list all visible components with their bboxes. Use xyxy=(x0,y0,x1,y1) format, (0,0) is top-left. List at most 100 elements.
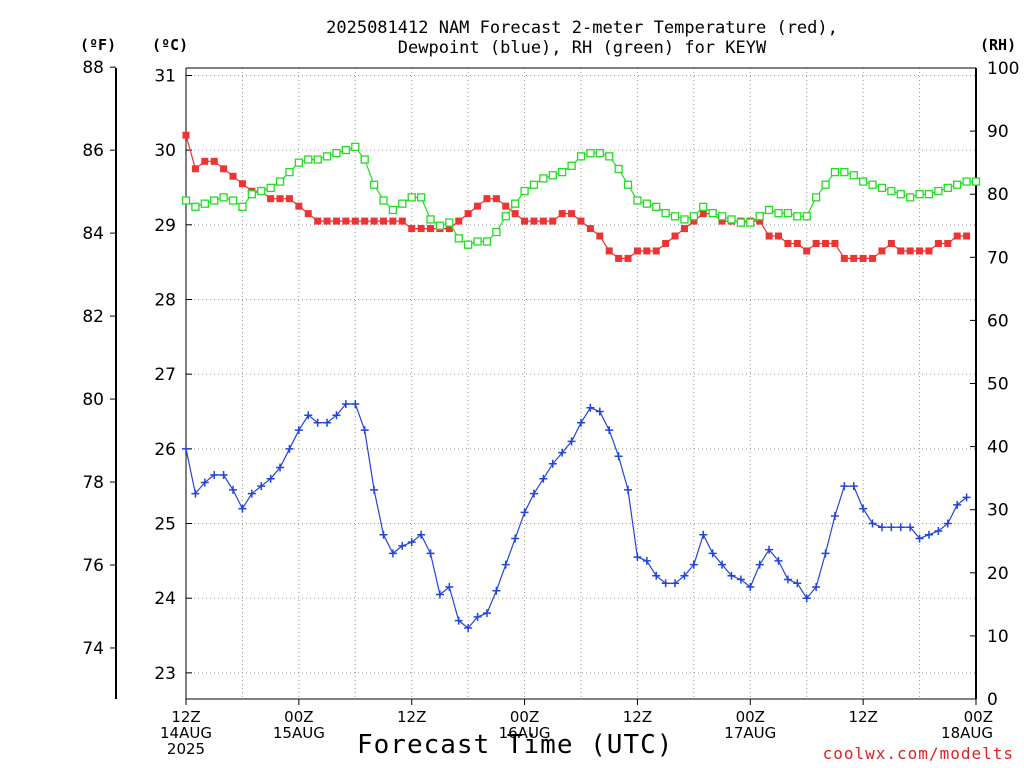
2-meter-temperature-point xyxy=(276,195,284,203)
dewpoint-point xyxy=(229,485,238,494)
rh-tick-label: 90 xyxy=(987,122,1009,142)
2-meter-temperature-point xyxy=(417,225,425,233)
dewpoint-point xyxy=(915,534,924,543)
rh-point xyxy=(539,174,548,183)
dewpoint-point xyxy=(840,482,849,491)
dewpoint-point xyxy=(360,426,369,435)
2-meter-temperature-point xyxy=(342,217,350,225)
dewpoint-point xyxy=(482,609,491,618)
2-meter-temperature-point xyxy=(511,210,519,218)
rh-point xyxy=(887,186,896,196)
2-meter-temperature-point xyxy=(370,217,378,225)
x-tick-label: 2025 xyxy=(167,740,205,758)
fahrenheit-tick-label: 84 xyxy=(82,224,104,244)
rh-point xyxy=(934,186,943,196)
rh-point xyxy=(896,190,905,199)
2-meter-temperature-point xyxy=(558,210,566,218)
2-meter-temperature-point xyxy=(699,210,707,218)
dewpoint-point xyxy=(877,523,886,532)
dewpoint-point xyxy=(595,407,604,416)
2-meter-temperature-point xyxy=(840,254,848,262)
2-meter-temperature-point xyxy=(897,247,905,255)
x-tick-label: 00Z xyxy=(284,708,313,726)
rh-point xyxy=(605,152,614,161)
2-meter-temperature-point xyxy=(869,254,877,262)
2-meter-temperature-point xyxy=(831,239,839,247)
rh-tick-label: 60 xyxy=(987,311,1009,331)
rh-point xyxy=(351,142,360,152)
dewpoint-point xyxy=(896,523,905,532)
celsius-tick-label: 23 xyxy=(154,664,176,684)
dewpoint-point xyxy=(445,582,454,591)
rh-point xyxy=(313,155,322,164)
dewpoint-point xyxy=(435,590,444,599)
rh-tick-label: 20 xyxy=(987,564,1009,584)
rh-tick-label: 40 xyxy=(987,438,1009,458)
rh-point xyxy=(388,205,398,215)
rh-point xyxy=(501,212,510,221)
rh-point xyxy=(285,167,294,177)
dewpoint-point xyxy=(351,400,360,409)
rh-tick-label: 0 xyxy=(987,690,998,710)
2-meter-temperature-point xyxy=(671,232,679,240)
dewpoint-point xyxy=(605,426,614,435)
2-meter-temperature-point xyxy=(605,247,613,255)
rh-point xyxy=(924,190,934,199)
dewpoint-point xyxy=(529,489,538,498)
2-meter-temperature-point xyxy=(662,239,670,247)
2-meter-temperature-point xyxy=(822,239,830,247)
rh-point xyxy=(520,186,529,196)
rh-point xyxy=(953,180,962,189)
rh-point xyxy=(238,202,247,211)
2-meter-temperature-point xyxy=(765,232,773,240)
rh-point xyxy=(360,155,369,164)
dewpoint-point xyxy=(746,582,755,591)
2-meter-temperature-point xyxy=(427,225,435,233)
dewpoint-point xyxy=(257,482,266,491)
2-meter-temperature-point xyxy=(859,254,867,262)
rh-point xyxy=(858,177,868,186)
dewpoint-point xyxy=(614,452,623,461)
dewpoint-point xyxy=(210,470,219,479)
rh-point xyxy=(849,171,858,180)
rh-point xyxy=(736,218,746,227)
dewpoint-point xyxy=(191,489,200,498)
x-tick-label: 00Z xyxy=(964,708,993,726)
2-meter-temperature-point xyxy=(295,202,303,210)
celsius-tick-label: 31 xyxy=(154,66,176,86)
rh-point xyxy=(868,180,877,189)
rh-point xyxy=(463,240,473,249)
x-tick-label: 17AUG xyxy=(724,724,776,742)
fahrenheit-tick-label: 74 xyxy=(82,639,104,659)
x-tick-label: 18AUG xyxy=(941,724,993,742)
dewpoint-point xyxy=(943,519,952,528)
dewpoint-point xyxy=(680,571,689,580)
2-meter-temperature-point xyxy=(398,217,406,225)
2-meter-temperature-point xyxy=(521,217,529,225)
dewpoint-point xyxy=(473,612,482,621)
dewpoint-point xyxy=(642,556,651,565)
dewpoint-line xyxy=(185,403,967,629)
2-meter-temperature-point xyxy=(690,217,698,225)
2-meter-temperature-point xyxy=(633,247,641,255)
2-meter-temperature-point xyxy=(389,217,397,225)
rh-point xyxy=(877,183,887,193)
rh-point xyxy=(529,180,539,189)
rh-point xyxy=(689,212,699,221)
2-meter-temperature-point xyxy=(464,210,472,218)
2-meter-temperature-point xyxy=(210,157,218,165)
dewpoint-point xyxy=(962,493,971,502)
dewpoint-point xyxy=(812,582,821,591)
dewpoint-point xyxy=(577,418,585,427)
fahrenheit-tick-label: 78 xyxy=(82,473,104,493)
dewpoint-point xyxy=(671,579,680,588)
celsius-tick-label: 28 xyxy=(154,290,176,310)
dewpoint-point xyxy=(182,444,190,453)
2-meter-temperature-point xyxy=(220,165,228,173)
dewpoint-point xyxy=(200,478,209,487)
dewpoint-point xyxy=(539,474,548,483)
dewpoint-point xyxy=(379,530,388,539)
2-meter-temperature-point xyxy=(577,217,585,225)
rh-point xyxy=(614,164,623,174)
2-meter-temperature-point xyxy=(906,247,914,255)
